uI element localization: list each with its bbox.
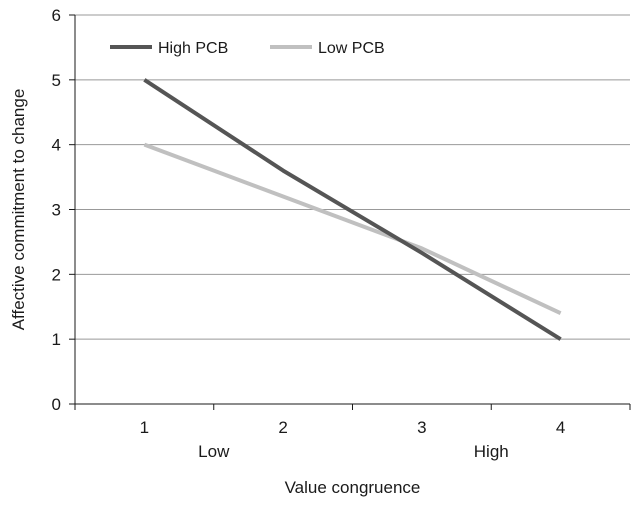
x-anchor-label-low: Low [198, 442, 230, 461]
legend: High PCB Low PCB [110, 40, 385, 57]
legend-label-high-pcb: High PCB [158, 40, 228, 57]
series-lines [143, 78, 562, 341]
y-axis-title: Affective commitment to change [9, 89, 28, 331]
gridlines [75, 14, 630, 340]
x-tick-label: 4 [556, 418, 565, 437]
x-axis-title: Value congruence [285, 478, 421, 497]
series-line-low-pcb [143, 142, 562, 316]
legend-label-low-pcb: Low PCB [318, 40, 385, 57]
y-tick-label: 4 [52, 136, 61, 155]
y-tick-label: 0 [52, 395, 61, 414]
x-tick-label: 1 [140, 418, 149, 437]
series-line-high-pcb [143, 78, 562, 341]
y-tick-label: 5 [52, 71, 61, 90]
axes: 0 1 2 3 4 5 6 1 2 3 4 [52, 6, 631, 437]
x-anchor-label-high: High [474, 442, 509, 461]
y-tick-label: 6 [52, 6, 61, 25]
x-tick-label: 2 [278, 418, 287, 437]
y-tick-label: 3 [52, 201, 61, 220]
y-tick-label: 2 [52, 265, 61, 284]
y-tick-label: 1 [52, 330, 61, 349]
x-tick-label: 3 [417, 418, 426, 437]
